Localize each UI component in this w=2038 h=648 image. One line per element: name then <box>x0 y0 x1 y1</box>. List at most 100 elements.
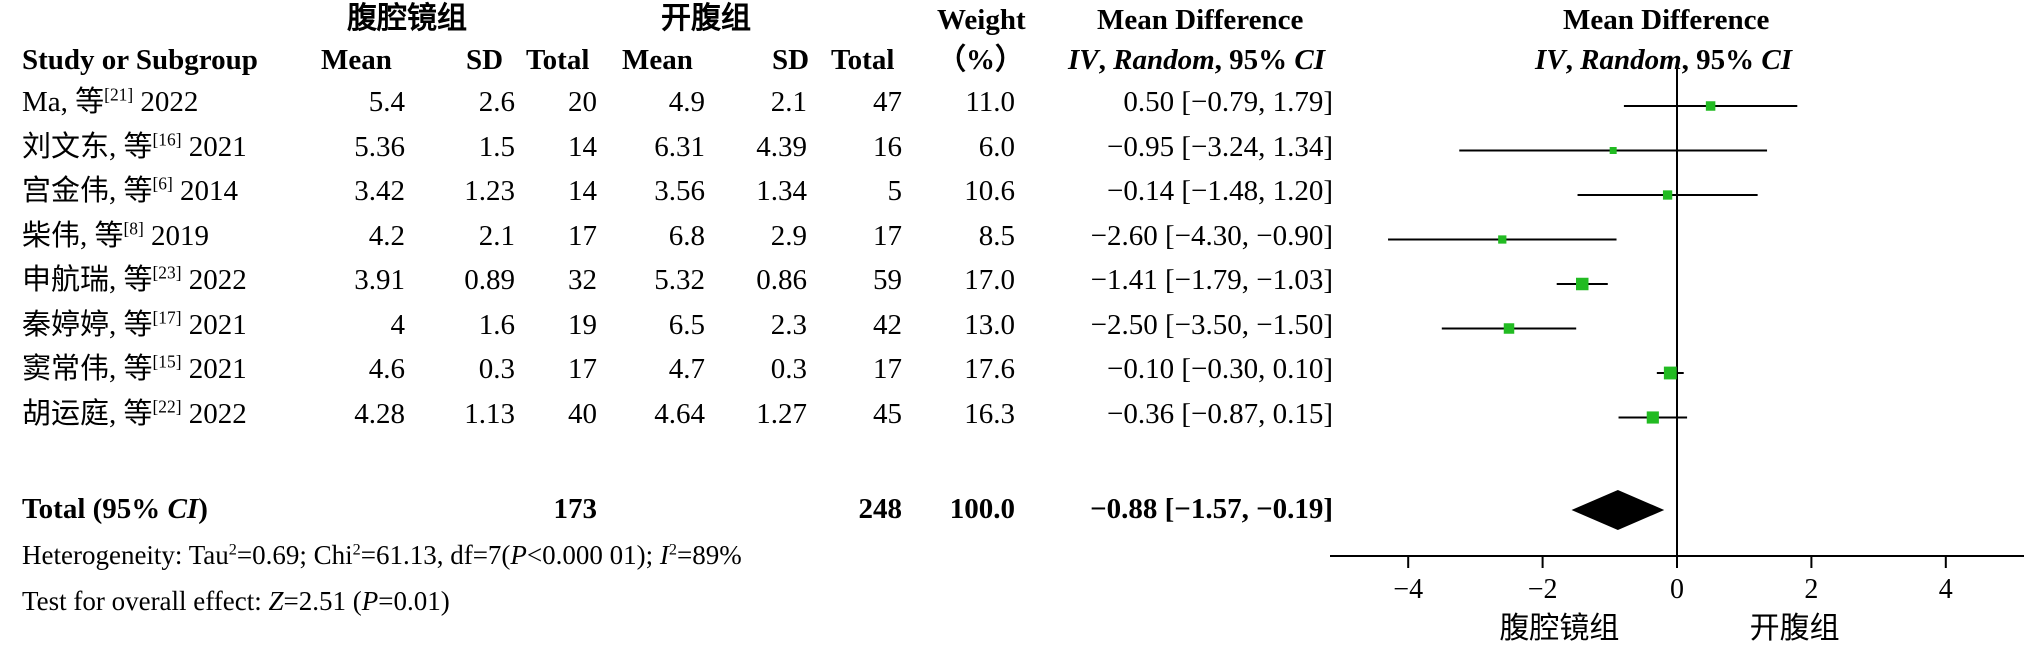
sd1-header: SD <box>466 44 504 76</box>
cell-m2: 6.8 <box>668 219 705 252</box>
heterogeneity-text: Heterogeneity: Tau2=0.69; Chi2=61.13, df… <box>22 540 742 570</box>
cell-n1: 40 <box>568 397 597 430</box>
cell-sd2: 1.34 <box>756 175 807 207</box>
cell-weight: 13.0 <box>964 308 1015 341</box>
total-n1: 173 <box>553 493 598 525</box>
cell-n2: 42 <box>873 308 902 341</box>
total-label: Total (95% CI) <box>22 493 208 525</box>
cell-weight: 17.6 <box>964 353 1015 385</box>
cell-sd1: 0.89 <box>464 264 515 296</box>
cell-m2: 6.5 <box>668 308 705 341</box>
cell-n1: 19 <box>568 308 597 341</box>
overall-effect-text: Test for overall effect: Z=2.51 (P=0.01) <box>22 586 450 616</box>
cell-n1: 20 <box>568 86 597 118</box>
study-marker <box>1575 277 1589 291</box>
md-method-header: IV, Random, 95% CI <box>1068 44 1326 76</box>
cell-n2: 47 <box>873 86 902 118</box>
cell-sd2: 2.9 <box>770 219 807 252</box>
cell-n2: 17 <box>873 353 902 385</box>
total-ci: −0.88 [−1.57, −0.19] <box>1090 493 1333 525</box>
study-name: 秦婷婷, 等[17] 2021 <box>22 307 247 341</box>
cell-n2: 59 <box>873 264 902 296</box>
x-tick-label: −2 <box>1528 574 1558 605</box>
cell-sd1: 1.23 <box>464 175 515 207</box>
cell-ci_text: −0.14 [−1.48, 1.20] <box>1106 175 1333 207</box>
plot-title: Mean Difference <box>1563 4 1770 36</box>
cell-m1: 5.36 <box>354 130 405 163</box>
cell-m1: 4.28 <box>354 397 405 430</box>
mean2-header: Mean <box>622 44 693 76</box>
cell-m1: 4 <box>390 308 406 341</box>
study-name: 柴伟, 等[8] 2019 <box>22 218 210 252</box>
weight-unit-header: （%） <box>937 44 1025 76</box>
cell-ci_text: −1.41 [−1.79, −1.03] <box>1090 264 1333 296</box>
group2-header: 开腹组 <box>661 2 751 35</box>
cell-m2: 6.31 <box>654 130 705 163</box>
cell-ci_text: 0.50 [−0.79, 1.79] <box>1123 86 1333 118</box>
cell-sd1: 2.6 <box>478 86 515 118</box>
cell-sd1: 1.6 <box>478 308 515 341</box>
cell-m1: 3.91 <box>354 264 405 296</box>
cell-sd1: 2.1 <box>478 219 515 252</box>
x-tick-label: 2 <box>1804 574 1818 605</box>
cell-weight: 11.0 <box>965 86 1015 118</box>
total1-header: Total <box>526 44 590 76</box>
md-column-header: Mean Difference <box>1097 4 1304 36</box>
cell-ci_text: −2.50 [−3.50, −1.50] <box>1090 308 1333 341</box>
cell-weight: 8.5 <box>978 219 1015 252</box>
weight-header: Weight <box>937 4 1026 36</box>
study-column-header: Study or Subgroup <box>22 44 258 76</box>
cell-sd2: 4.39 <box>756 130 807 163</box>
cell-sd2: 2.3 <box>770 308 807 341</box>
pooled-diamond <box>1571 490 1665 530</box>
cell-m2: 3.56 <box>654 175 705 207</box>
cell-n1: 17 <box>568 353 597 385</box>
cell-weight: 6.0 <box>978 130 1015 163</box>
cell-n1: 32 <box>568 264 597 296</box>
x-tick-label: 0 <box>1670 574 1684 605</box>
axis-label-left: 腹腔镜组 <box>1499 611 1619 646</box>
cell-ci_text: −0.36 [−0.87, 0.15] <box>1106 397 1333 430</box>
study-marker <box>1498 235 1507 244</box>
cell-n2: 5 <box>887 175 903 207</box>
cell-m2: 5.32 <box>654 264 705 296</box>
cell-sd2: 0.86 <box>756 264 807 296</box>
study-marker <box>1609 147 1617 154</box>
cell-sd1: 0.3 <box>478 353 515 385</box>
study-name: 宫金伟, 等[6] 2014 <box>22 173 239 207</box>
cell-ci_text: −0.95 [−3.24, 1.34] <box>1106 130 1333 163</box>
mean1-header: Mean <box>321 44 392 76</box>
cell-n1: 14 <box>568 130 597 163</box>
cell-m1: 4.2 <box>368 219 405 252</box>
x-tick-label: −4 <box>1393 574 1423 605</box>
study-name: 胡运庭, 等[22] 2022 <box>22 396 247 430</box>
total-weight: 100.0 <box>949 493 1015 525</box>
axis-label-right: 开腹组 <box>1750 611 1840 646</box>
study-name: 申航瑞, 等[23] 2022 <box>22 262 247 296</box>
cell-m2: 4.9 <box>668 86 705 118</box>
cell-m1: 4.6 <box>368 353 405 385</box>
study-marker <box>1705 101 1716 111</box>
cell-n2: 17 <box>873 219 902 252</box>
cell-ci_text: −0.10 [−0.30, 0.10] <box>1106 353 1333 385</box>
cell-m1: 3.42 <box>354 175 405 207</box>
cell-n1: 17 <box>568 219 597 252</box>
cell-m2: 4.7 <box>668 353 705 385</box>
cell-n2: 16 <box>873 130 902 163</box>
cell-sd2: 0.3 <box>770 353 807 385</box>
cell-sd1: 1.5 <box>478 130 515 163</box>
plot-subtitle: IV, Random, 95% CI <box>1535 44 1793 76</box>
study-marker <box>1663 366 1677 380</box>
cell-sd2: 1.27 <box>756 397 807 430</box>
cell-weight: 17.0 <box>964 264 1015 296</box>
cell-sd1: 1.13 <box>464 397 515 430</box>
cell-m2: 4.64 <box>654 397 705 430</box>
cell-weight: 16.3 <box>964 397 1015 430</box>
cell-weight: 10.6 <box>964 175 1015 207</box>
cell-n2: 45 <box>873 397 902 430</box>
total-n2: 248 <box>858 493 903 525</box>
cell-sd2: 2.1 <box>770 86 807 118</box>
sd2-header: SD <box>772 44 810 76</box>
study-name: 窦常伟, 等[15] 2021 <box>22 351 247 385</box>
